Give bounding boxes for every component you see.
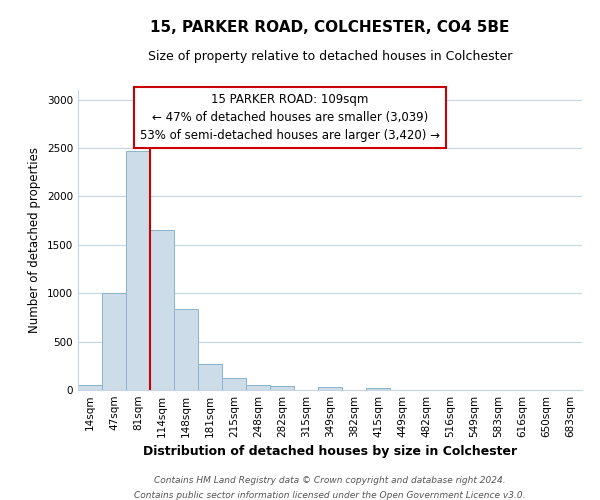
Bar [246,385,270,390]
Bar [318,387,342,390]
Bar [198,364,222,390]
Bar [174,309,198,390]
Text: 15, PARKER ROAD, COLCHESTER, CO4 5BE: 15, PARKER ROAD, COLCHESTER, CO4 5BE [151,20,509,35]
X-axis label: Distribution of detached houses by size in Colchester: Distribution of detached houses by size … [143,446,517,458]
Bar [222,378,246,390]
Bar [126,151,150,390]
Text: Contains public sector information licensed under the Open Government Licence v3: Contains public sector information licen… [134,491,526,500]
Bar [102,293,126,390]
Bar [270,386,294,390]
Bar [150,230,174,390]
Text: Contains HM Land Registry data © Crown copyright and database right 2024.: Contains HM Land Registry data © Crown c… [154,476,506,485]
Y-axis label: Number of detached properties: Number of detached properties [28,147,41,333]
Text: Size of property relative to detached houses in Colchester: Size of property relative to detached ho… [148,50,512,63]
Bar [366,388,390,390]
Bar [78,384,102,390]
Text: 15 PARKER ROAD: 109sqm
← 47% of detached houses are smaller (3,039)
53% of semi-: 15 PARKER ROAD: 109sqm ← 47% of detached… [140,93,440,142]
